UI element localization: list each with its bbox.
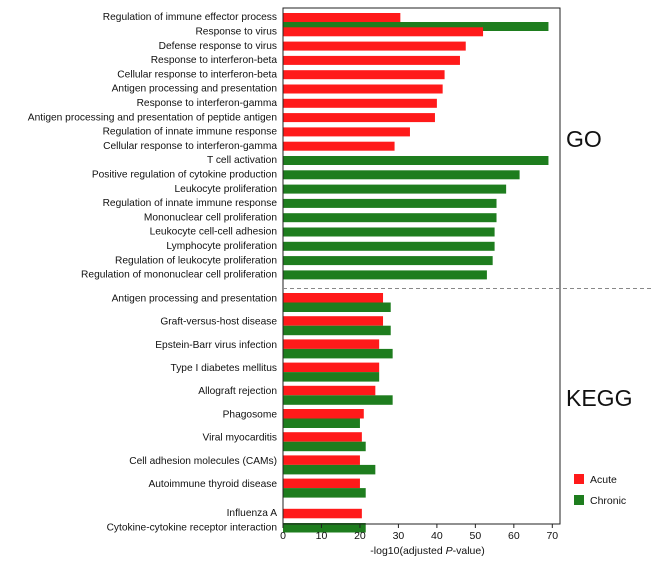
bar-acute [283, 98, 437, 108]
bar-acute [283, 362, 380, 373]
category-label: Leukocyte proliferation [174, 184, 277, 195]
category-label: Response to virus [195, 26, 277, 37]
category-label: Graft-versus-host disease [160, 317, 277, 328]
bar-acute [283, 41, 466, 51]
bar-chronic [283, 372, 380, 382]
bar-acute [283, 508, 362, 519]
plot-frame [282, 7, 561, 525]
bar-chronic [283, 418, 360, 428]
category-label: Viral myocarditis [202, 433, 277, 444]
bar-acute [283, 409, 364, 419]
x-tick-label: 10 [316, 530, 328, 542]
bar-chronic [283, 156, 549, 165]
bar-chronic [283, 325, 391, 336]
category-label: Autoimmune thyroid disease [148, 479, 277, 490]
category-label: Positive regulation of cytokine producti… [92, 169, 277, 180]
legend-label-chronic: Chronic [590, 495, 626, 507]
category-label: Cellular response to interferon-beta [117, 69, 277, 80]
category-label: Response to interferon-gamma [137, 98, 278, 109]
category-label: Cell adhesion molecules (CAMs) [129, 456, 277, 467]
category-label: Leukocyte cell-cell adhesion [150, 227, 277, 238]
legend-swatch-chronic [574, 495, 584, 505]
category-label: Cytokine-cytokine receptor interaction [107, 522, 277, 533]
category-label: Antigen processing and presentation [112, 293, 277, 304]
bar-chronic [283, 198, 497, 208]
bar-chronic [283, 302, 391, 312]
category-label: Type I diabetes mellitus [171, 363, 277, 374]
category-label: Lymphocyte proliferation [166, 241, 277, 252]
bar-chronic [283, 441, 366, 452]
bar-chronic [283, 270, 487, 280]
bar-acute [283, 455, 360, 465]
x-tick-label: 50 [470, 530, 482, 542]
section-label-kegg: KEGG [566, 385, 632, 411]
legend: Acute Chronic [574, 474, 626, 507]
category-label: Influenza A [227, 508, 278, 519]
bar-acute [283, 316, 384, 326]
category-label: Regulation of innate immune response [103, 198, 278, 209]
bar-chronic [283, 213, 497, 223]
legend-swatch-acute [574, 474, 584, 484]
bar-acute [283, 385, 376, 396]
category-label: Antigen processing and presentation of p… [28, 112, 277, 123]
bar-chronic [283, 170, 520, 180]
category-label: Regulation of immune effector process [103, 12, 277, 23]
bar-acute [283, 432, 362, 442]
bar-chronic [283, 523, 366, 533]
x-axis: 0 10 20 30 40 50 60 70 [280, 524, 558, 542]
bar-chronic [283, 227, 495, 237]
x-axis-title-prefix: -log10(adjusted [370, 545, 445, 557]
bar-acute [283, 84, 443, 94]
bar-chronic [283, 464, 376, 475]
bar-acute [283, 113, 435, 123]
bar-chronic [283, 348, 393, 359]
category-label: Response to interferon-beta [151, 55, 278, 66]
bar-chronic [283, 256, 493, 266]
bar-acute [283, 293, 384, 303]
category-label: Regulation of mononuclear cell prolifera… [81, 270, 277, 281]
category-label: Antigen processing and presentation [112, 84, 277, 95]
category-label: Regulation of leukocyte proliferation [115, 255, 277, 266]
section-label-go: GO [566, 126, 602, 152]
bar-acute [283, 13, 401, 22]
category-labels: Regulation of immune effector process Res… [28, 12, 278, 533]
x-tick-label: 0 [280, 530, 286, 542]
bar-chronic [283, 184, 507, 194]
category-label: Mononuclear cell proliferation [144, 212, 277, 223]
legend-label-acute: Acute [590, 474, 617, 486]
bar-chronic [283, 488, 366, 498]
category-label: T cell activation [207, 155, 277, 166]
bar-acute [283, 55, 460, 65]
x-tick-label: 30 [393, 530, 405, 542]
bar-acute [283, 141, 395, 151]
bar-acute [283, 70, 445, 80]
x-tick-label: 20 [354, 530, 366, 542]
category-label: Regulation of innate immune response [103, 127, 278, 138]
bar-acute [283, 339, 380, 349]
x-tick-label: 60 [508, 530, 520, 542]
category-label: Cellular response to interferon-gamma [103, 141, 277, 152]
category-label: Epstein-Barr virus infection [155, 340, 277, 351]
bar-acute [283, 27, 484, 37]
bars-layer [283, 13, 549, 533]
bar-chronic [283, 241, 495, 251]
bar-chronic [283, 395, 393, 405]
category-label: Phagosome [223, 409, 278, 420]
category-label: Defense response to virus [159, 41, 277, 52]
category-label: Allograft rejection [198, 386, 277, 397]
x-axis-title-italic: P [446, 545, 453, 557]
bar-acute [283, 478, 360, 489]
bar-acute [283, 127, 410, 137]
bar-chronic [283, 22, 549, 31]
x-axis-title: -log10(adjusted P-value) [370, 545, 484, 557]
x-tick-label: 40 [431, 530, 443, 542]
x-tick-label: 70 [546, 530, 558, 542]
x-axis-title-suffix: -value) [453, 545, 485, 557]
